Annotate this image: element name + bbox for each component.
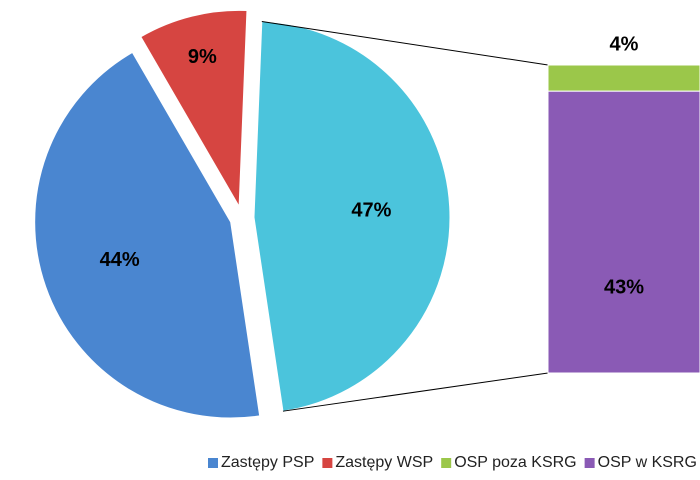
- pie-label: 9%: [188, 46, 217, 68]
- legend-marker: [322, 458, 333, 468]
- legend-marker: [441, 458, 452, 468]
- pie-label: 47%: [351, 199, 391, 221]
- pie-slice: [140, 9, 248, 209]
- legend-label: OSP poza KSRG: [454, 454, 576, 471]
- connector: [261, 21, 549, 66]
- legend-marker: [208, 458, 218, 468]
- legend-label: Zastępy PSP: [221, 454, 314, 471]
- legend-label: Zastępy WSP: [335, 454, 433, 471]
- connector: [282, 372, 549, 412]
- pie-label: 44%: [100, 249, 140, 271]
- bar-label: 4%: [610, 33, 639, 55]
- legend-label: OSP w KSRG: [598, 454, 697, 471]
- pie-slice: [34, 51, 261, 419]
- bar-label: 43%: [604, 277, 644, 299]
- bar-segment: [547, 90, 700, 374]
- legend-marker: [584, 458, 595, 468]
- bar-segment: [547, 64, 700, 92]
- pie-slice: [253, 20, 451, 412]
